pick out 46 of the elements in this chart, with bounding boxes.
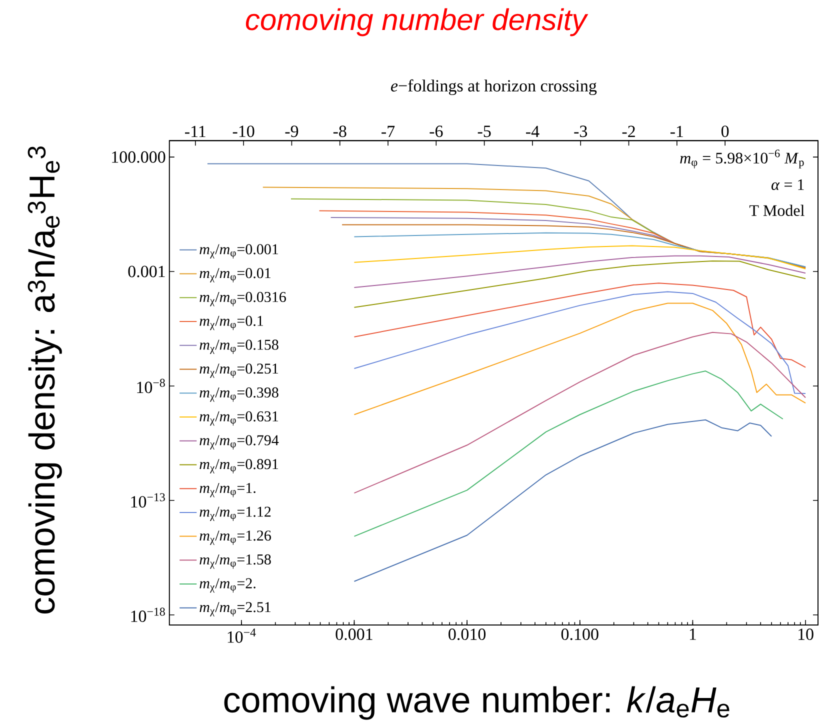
legend-label: m$_{χ}$/m$_{φ}$=0.001 [200,244,278,259]
legend-label: m$_{χ}$/m$_{φ}$=1. [200,482,256,498]
x2-tick-label: -3 [574,126,588,138]
legend-label: m$_{χ}$/m$_{φ}$=2.51 [200,602,271,616]
x-tick-label: 0.010 [448,628,486,640]
annotation: T Model [749,204,804,216]
x-tick-label: 0.100 [561,628,598,640]
x2-tick-label: -5 [478,126,491,138]
x-axis-title: comoving wave number: k/a$_{e}$H$_{e}$ [224,686,730,720]
x-tick-label: 10$^{−4}$ [228,628,256,643]
legend-label: m$_{χ}$/m$_{φ}$=0.891 [200,459,278,474]
x2-tick-label: -1 [670,126,683,138]
legend-label: m$_{χ}$/m$_{φ}$=0.158 [200,340,278,354]
x2-axis-title: e−foldings at horizon crossing [390,79,597,96]
x-tick-label: 1 [690,628,696,640]
annotation: α = 1 [772,179,804,190]
legend-label: m$_{χ}$/m$_{φ}$=0.251 [200,364,278,378]
x2-tick-label: -6 [430,126,443,138]
x-tick-label: 0.001 [336,628,372,640]
x2-tick-label: 0 [721,126,729,138]
legend-label: m$_{χ}$/m$_{φ}$=0.794 [200,435,279,450]
y-tick-label: 10$^{−13}$ [131,493,165,508]
y-tick-label: 0.001 [128,266,165,278]
x-tick-label: 10 [798,628,814,640]
y-tick-label: 10$^{−18}$ [131,608,165,622]
x2-tick-label: -2 [622,126,635,138]
legend-label: m$_{χ}$/m$_{φ}$=0.01 [200,268,271,282]
chart-title: comoving number density [246,8,588,36]
x2-tick-label: -4 [526,126,540,138]
x2-tick-label: -7 [382,126,395,138]
y-tick-label: 100.000 [112,151,166,163]
legend-label: m$_{χ}$/m$_{φ}$=1.12 [200,506,271,522]
legend-label: m$_{χ}$/m$_{φ}$=0.0316 [200,292,286,306]
x2-tick-label: -8 [333,126,346,138]
legend-label: m$_{χ}$/m$_{φ}$=1.26 [200,530,271,545]
legend-label: m$_{χ}$/m$_{φ}$=0.1 [200,316,264,330]
x2-tick-label: -9 [285,126,298,138]
annotation: m$_{φ}$ = 5.98×10$^{−6}$ M$_{p}$ [680,150,804,168]
legend-label: m$_{χ}$/m$_{φ}$=2. [200,578,256,593]
legend-label: m$_{χ}$/m$_{φ}$=0.398 [200,387,278,402]
y-axis-title: comoving density: a$^{3}$n/a$_{e}$$^{3}$H$_{e}$$^{3}$ [28,146,62,614]
x2-tick-label: -10 [232,126,254,138]
x2-tick-label: -11 [185,126,206,138]
y-tick-label: 10$^{−8}$ [137,378,165,394]
legend-label: m$_{χ}$/m$_{φ}$=1.58 [200,554,271,569]
legend-label: m$_{χ}$/m$_{φ}$=0.631 [200,411,278,426]
